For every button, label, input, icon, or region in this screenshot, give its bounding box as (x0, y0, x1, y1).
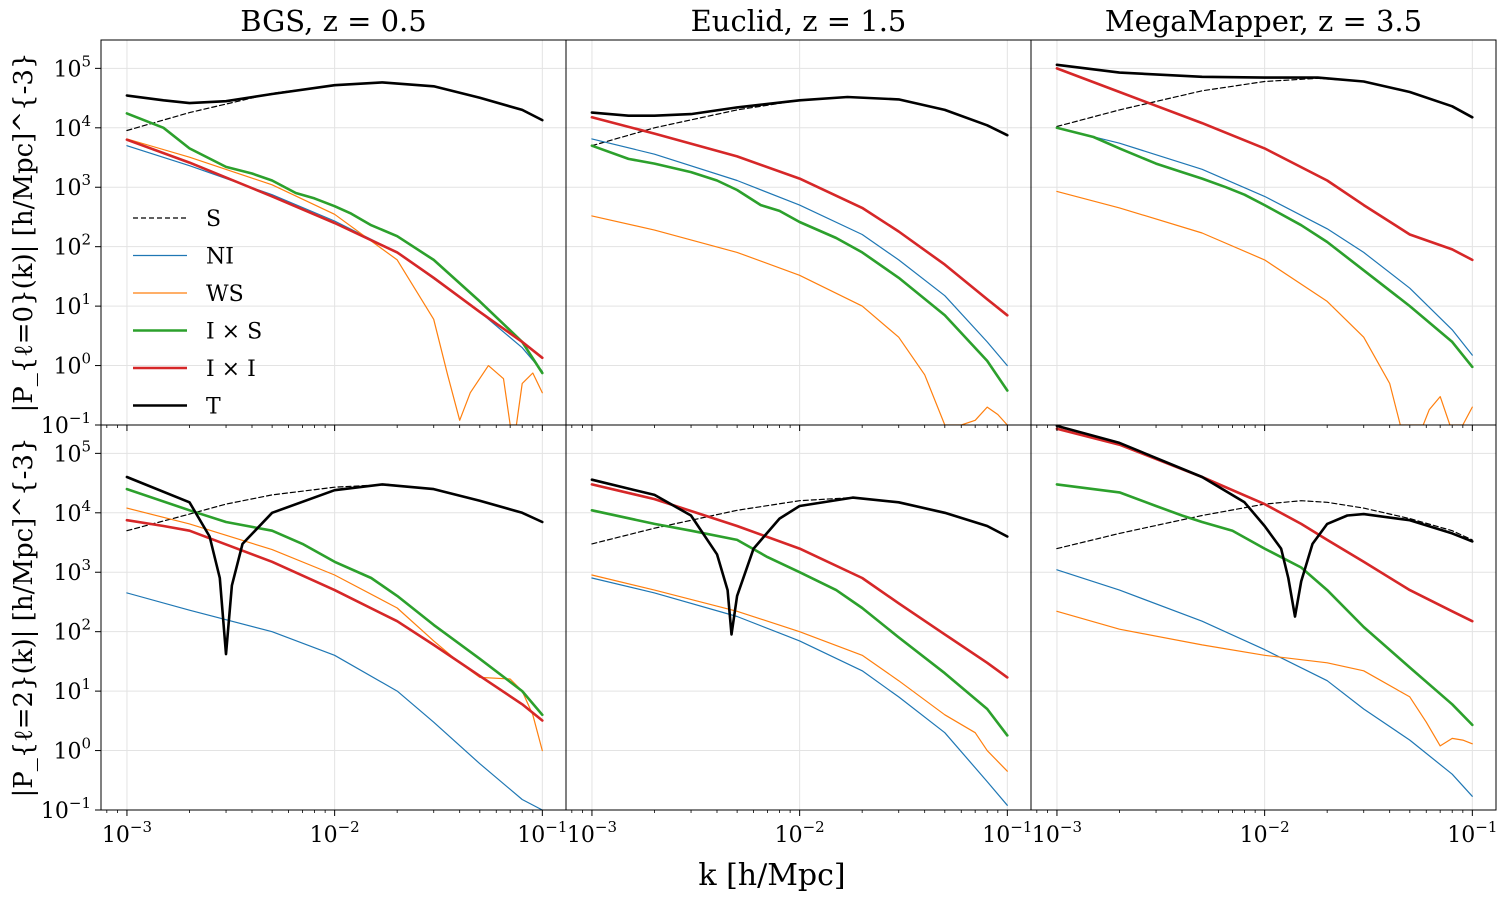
y-axis-label: |P_{ℓ=0}(k)| [h/Mpc]^{-3} (9, 52, 39, 412)
series-ixs (1055, 483, 1474, 727)
series-ixs (1055, 126, 1474, 369)
y-tick-label: 102 (53, 616, 91, 646)
panel-frame (1030, 424, 1497, 816)
y-tick-label: 100 (53, 735, 91, 765)
panel-frame (95, 424, 567, 816)
panel-quadrupole-1 (101, 425, 566, 811)
curves (125, 475, 544, 810)
panel-quadrupole-2 (566, 425, 1031, 811)
y-tick-label: 10−1 (41, 409, 91, 439)
y-tick-label: 10−1 (41, 794, 91, 824)
legend-item-ni: NI (133, 245, 234, 270)
y-tick-label: 104 (53, 112, 91, 142)
legend-label: S (206, 207, 221, 232)
y-tick-label: 102 (53, 231, 91, 261)
legend-item-ixi: I × I (133, 357, 256, 382)
series-ixi (125, 518, 544, 722)
panel-monopole-3 (1031, 40, 1496, 426)
y-tick-label: 100 (53, 350, 91, 380)
curves (590, 478, 1009, 806)
series-ws (1056, 610, 1473, 747)
curves (1055, 63, 1474, 425)
grid (101, 425, 566, 811)
panel-monopole-2 (566, 40, 1031, 426)
y-axis-label: |P_{ℓ=2}(k)| [h/Mpc]^{-3} (9, 437, 39, 797)
x-tick-label: 10−1 (517, 818, 567, 848)
grid (566, 425, 1031, 811)
series-t (1055, 425, 1474, 618)
x-tick-label: 10−2 (310, 818, 360, 848)
series-ni (126, 592, 543, 810)
legend-item-t: T (133, 395, 221, 420)
panel-frame (565, 424, 1032, 816)
x-tick-label: 10−1 (1447, 818, 1497, 848)
y-tick-label: 101 (53, 290, 91, 320)
y-tick-label: 104 (53, 497, 91, 527)
x-tick-label: 10−1 (982, 818, 1032, 848)
series-t (125, 81, 544, 122)
legend-label: WS (206, 282, 244, 307)
series-ixs (590, 509, 1009, 737)
panel-monopole-1 (101, 40, 566, 426)
series-ixi (125, 138, 544, 360)
series-t (590, 95, 1009, 137)
curves (1055, 425, 1474, 797)
legend: S NI WS I × S I × I T (133, 207, 262, 420)
curves (590, 95, 1009, 425)
series-ixi (590, 483, 1009, 679)
legend-item-s: S (133, 207, 221, 232)
series-ws (126, 138, 543, 425)
x-tick-label: 10−3 (567, 818, 617, 848)
series-s (1056, 500, 1473, 550)
grid (1031, 40, 1496, 426)
series-ws (591, 574, 1008, 772)
panel-quadrupole-3 (1031, 425, 1496, 811)
panel-title: BGS, z = 0.5 (240, 4, 426, 38)
series-t (590, 478, 1009, 636)
legend-label: I × I (206, 357, 256, 382)
y-tick-label: 105 (53, 52, 91, 82)
series-ixs (590, 144, 1009, 392)
legend-item-ixs: I × S (133, 320, 262, 345)
grid (566, 40, 1031, 426)
axes-box (1030, 424, 1497, 811)
axes-box (565, 39, 1032, 426)
x-tick-label: 10−2 (1240, 818, 1290, 848)
legend-label: NI (206, 245, 234, 270)
grid (1031, 425, 1496, 811)
legend-item-ws: WS (133, 282, 244, 307)
y-tick-label: 103 (53, 556, 91, 586)
series-t (1055, 63, 1474, 119)
series-ni (591, 138, 1008, 367)
y-tick-label: 103 (53, 171, 91, 201)
y-tick-label: 105 (53, 437, 91, 467)
panel-title: MegaMapper, z = 3.5 (1105, 4, 1422, 38)
series-ni (591, 577, 1008, 806)
series-ws (1056, 190, 1473, 425)
panel-title: Euclid, z = 1.5 (691, 4, 907, 38)
x-tick-label: 10−3 (1032, 818, 1082, 848)
legend-label: T (206, 395, 221, 420)
series-ixi (1055, 67, 1474, 262)
x-tick-label: 10−2 (775, 818, 825, 848)
y-tick-label: 101 (53, 675, 91, 705)
series-ixs (125, 487, 544, 717)
series-t (125, 475, 544, 656)
axes-box (100, 424, 567, 811)
series-ixs (125, 112, 544, 375)
legend-label: I × S (206, 320, 262, 345)
panel-frame (565, 39, 1032, 431)
x-tick-label: 10−3 (102, 818, 152, 848)
series-ni (1056, 569, 1473, 797)
series-ni (1056, 127, 1473, 356)
curves (125, 81, 544, 425)
series-ixi (590, 116, 1009, 317)
series-ws (591, 215, 1008, 425)
x-axis-label: k [h/Mpc] (698, 858, 845, 893)
